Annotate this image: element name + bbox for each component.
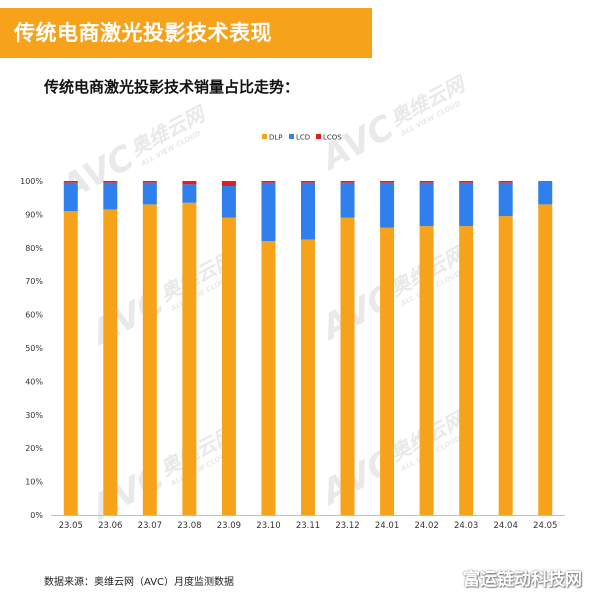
svg-text:AVC: AVC <box>83 457 171 529</box>
x-tick-label: 24.02 <box>414 521 438 531</box>
x-tick-label: 23.11 <box>296 521 320 531</box>
legend-swatch-lcos <box>316 134 321 139</box>
x-tick-label: 23.08 <box>177 521 201 531</box>
bar-segment-dlp <box>182 202 197 515</box>
bar-segment-lcd <box>103 182 118 210</box>
bar-segment-lcos <box>221 181 236 187</box>
bar-segment-lcos <box>498 181 513 183</box>
x-tick-label: 23.09 <box>217 521 241 531</box>
x-tick-label: 23.07 <box>138 521 162 531</box>
x-tick-label: 24.05 <box>533 521 557 531</box>
y-tick-label: 0% <box>30 511 43 520</box>
data-source-note: 数据来源：奥维云网（AVC）月度监测数据 <box>44 577 235 588</box>
bar-segment-lcd <box>261 182 276 242</box>
bar-segment-lcd <box>538 181 553 205</box>
x-tick-label: 24.03 <box>454 521 478 531</box>
x-tick-label: 24.04 <box>494 521 518 531</box>
svg-text:AVC: AVC <box>313 107 401 179</box>
x-tick-label: 24.01 <box>375 521 399 531</box>
bar-segment-lcd <box>221 186 236 218</box>
bar-segment-dlp <box>221 217 236 516</box>
bar-segment-lcos <box>380 181 395 183</box>
bar-segment-dlp <box>103 209 118 515</box>
bar-segment-lcd <box>498 182 513 217</box>
y-tick-label: 80% <box>25 244 43 253</box>
y-tick-label: 20% <box>25 444 43 453</box>
bar-segment-dlp <box>498 216 513 515</box>
bar-segment-lcos <box>103 181 118 183</box>
y-tick-label: 60% <box>25 311 43 320</box>
bar-segment-dlp <box>459 226 474 515</box>
bar-segment-lcos <box>261 181 276 183</box>
y-tick-label: 40% <box>25 377 43 386</box>
bar-segment-lcd <box>301 182 315 240</box>
bar-segment-lcos <box>301 181 315 183</box>
bar-segment-lcos <box>459 181 474 183</box>
bar-segment-lcd <box>182 184 197 203</box>
legend-swatch-dlp <box>262 134 267 139</box>
bar-segment-dlp <box>380 227 395 515</box>
bar-segment-lcos <box>182 181 197 185</box>
bar-segment-dlp <box>142 204 157 515</box>
svg-text:AVC: AVC <box>83 282 171 354</box>
chart-title: 传统电商激光投影技术销量占比走势： <box>44 78 300 96</box>
bar-segment-lcd <box>340 182 355 218</box>
bar-segment-lcd <box>63 182 78 212</box>
bar-segment-lcos <box>340 181 355 183</box>
bar-segment-lcos <box>419 181 434 183</box>
site-watermark: 富运链动科技网 <box>463 570 582 590</box>
x-tick-label: 23.05 <box>59 521 83 531</box>
bar-segment-lcd <box>380 182 395 228</box>
y-tick-label: 100% <box>20 177 43 186</box>
y-tick-label: 70% <box>25 277 43 286</box>
legend-label-dlp: DLP <box>269 134 283 142</box>
y-tick-label: 30% <box>25 411 43 420</box>
bar-segment-lcos <box>142 181 157 183</box>
x-tick-label: 23.06 <box>98 521 122 531</box>
bar-segment-lcd <box>459 182 474 227</box>
legend-label-lcd: LCD <box>296 134 310 142</box>
bar-segment-dlp <box>538 204 553 515</box>
bar-segment-dlp <box>261 241 276 515</box>
bar-segment-dlp <box>301 239 315 515</box>
y-tick-label: 10% <box>25 478 43 487</box>
legend-swatch-lcd <box>289 134 294 139</box>
x-tick-label: 23.10 <box>256 521 280 531</box>
bar-segment-dlp <box>340 217 355 516</box>
bar-segment-lcos <box>63 181 78 183</box>
y-tick-label: 50% <box>25 344 43 353</box>
page-header-banner: 传统电商激光投影技术表现 <box>0 8 372 58</box>
bar-segment-dlp <box>63 211 78 515</box>
y-tick-label: 90% <box>25 210 43 219</box>
bar-segment-lcd <box>419 182 434 227</box>
x-tick-label: 23.12 <box>335 521 359 531</box>
bar-segment-dlp <box>419 226 434 515</box>
legend-label-lcos: LCOS <box>323 134 342 142</box>
bar-segment-lcd <box>142 182 157 205</box>
